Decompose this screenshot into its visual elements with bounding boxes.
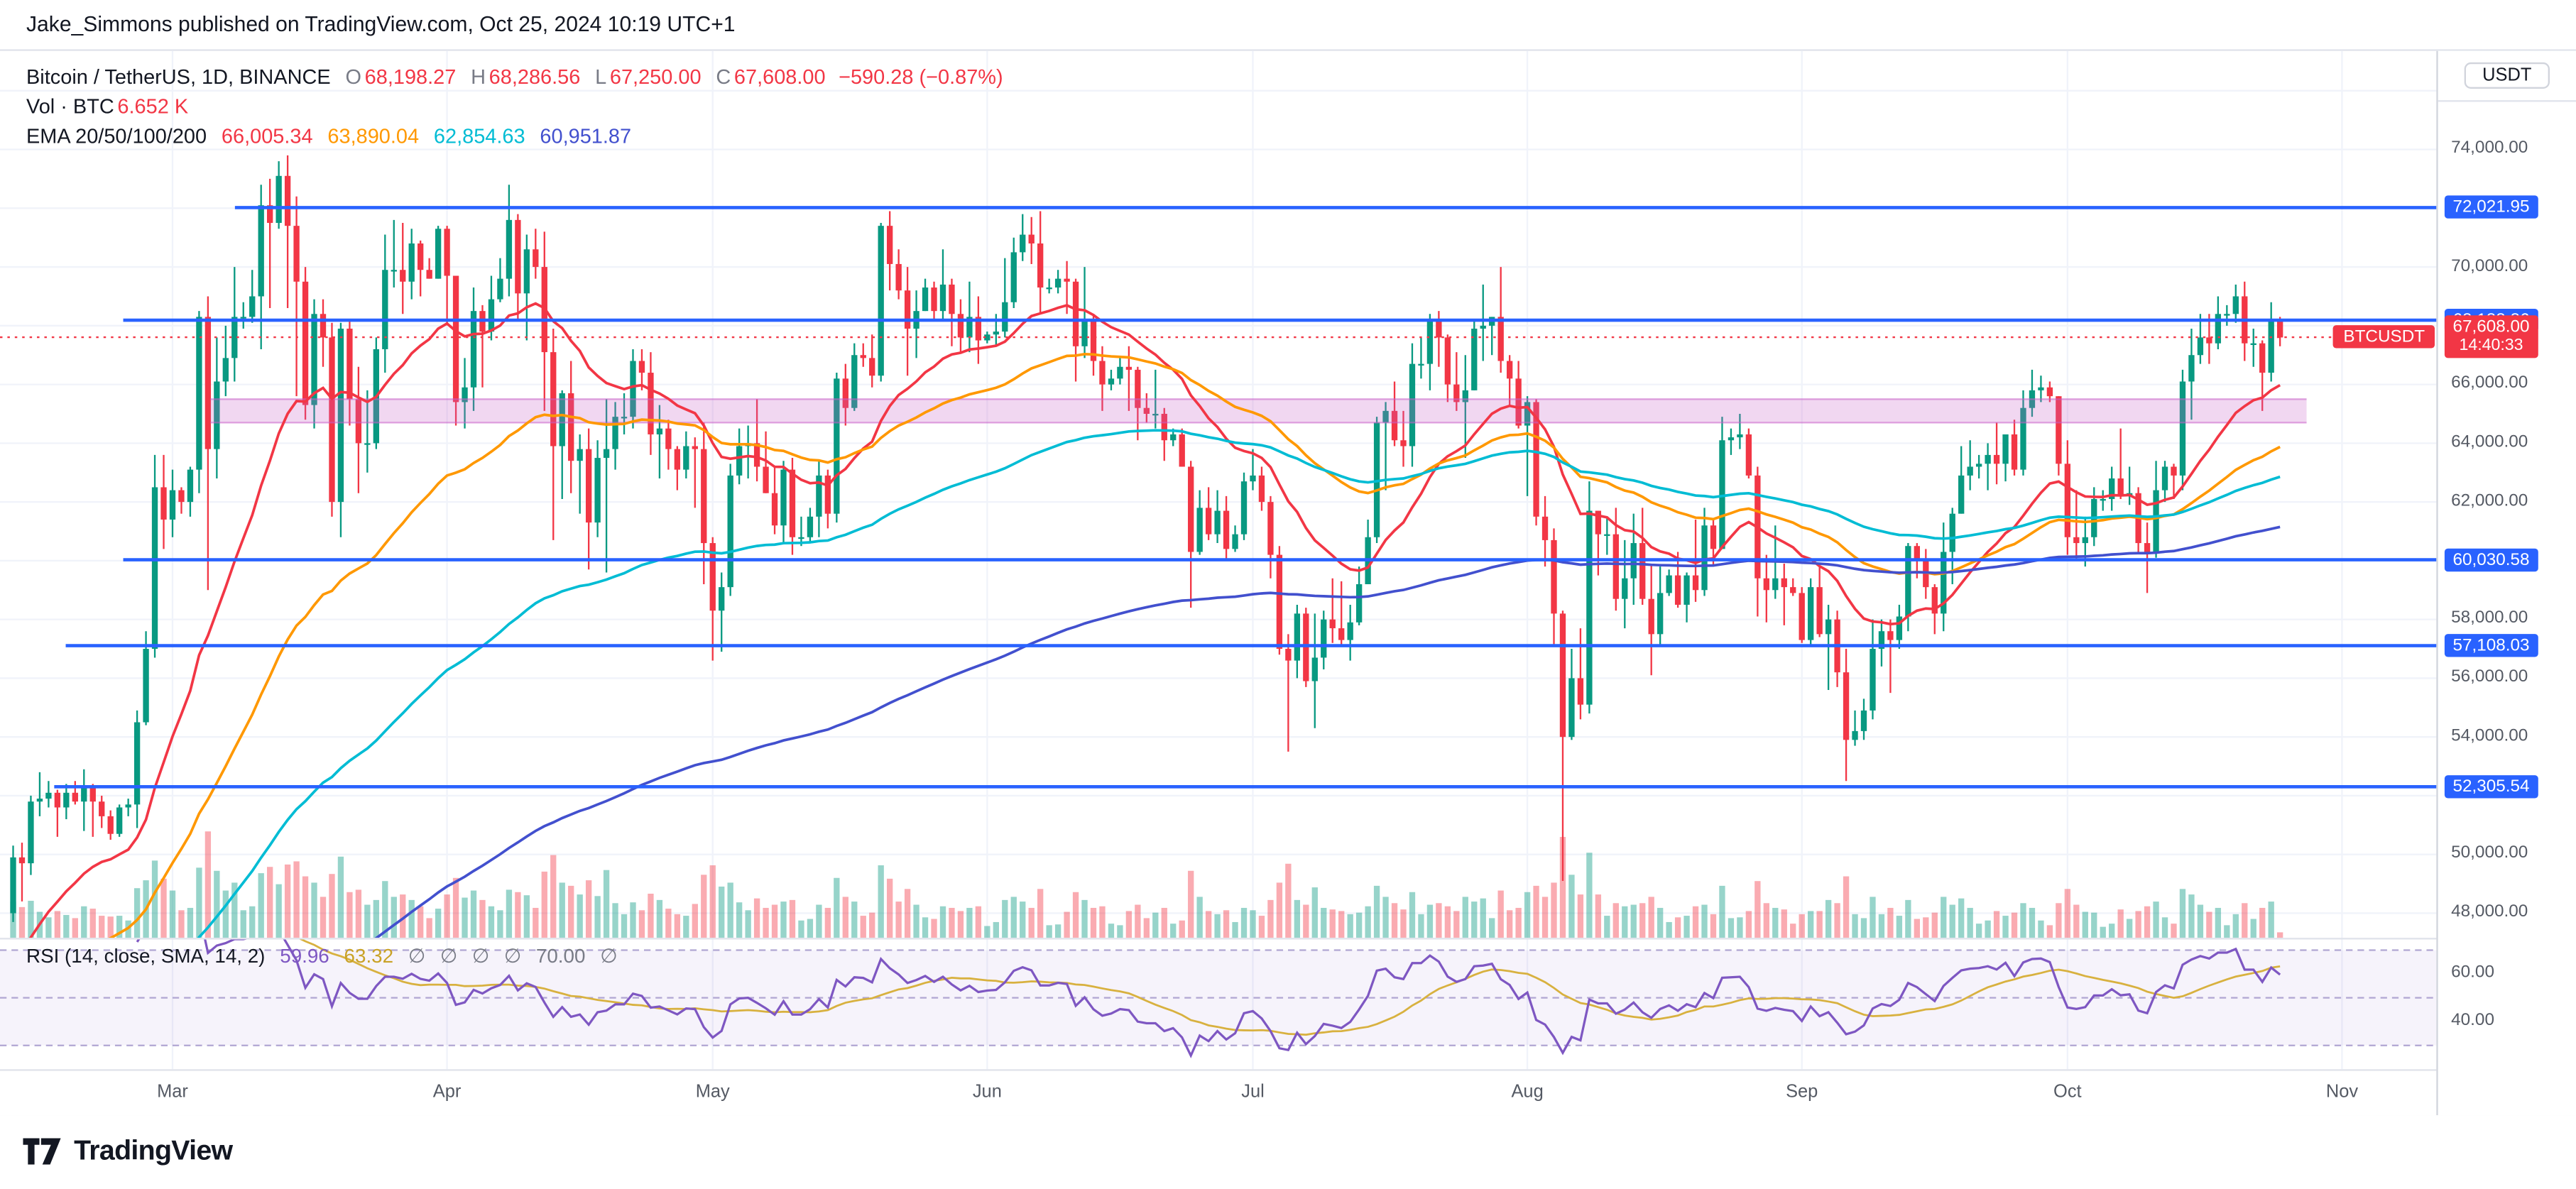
time-axis[interactable]: Mar Apr May Jun Jul Aug Sep Oct Nov xyxy=(157,1082,2358,1102)
price-axis-label: 50,000.00 xyxy=(2451,843,2528,863)
rsi-legend-value: ∅ xyxy=(503,944,522,968)
price-axis-header: USDT xyxy=(2438,51,2576,102)
ema-lines xyxy=(28,302,2281,938)
month-label: Sep xyxy=(1786,1082,1818,1102)
footer: TradingView xyxy=(0,1115,2576,1189)
price-level-badge: 52,305.54 xyxy=(2444,775,2538,799)
chart-frame: Mar Apr May Jun Jul Aug Sep Oct Nov Bitcoin / Te… xyxy=(0,49,2576,1117)
month-label: Apr xyxy=(433,1082,462,1102)
tradingview-logo[interactable]: TradingView xyxy=(23,1134,233,1168)
rsi-label[interactable]: RSI (14, close, SMA, 14, 2) xyxy=(26,944,266,968)
ema100-line xyxy=(197,429,2281,938)
ema20-value: 66,005.34 xyxy=(221,124,313,148)
current-price-symbol-tag: BTCUSDT xyxy=(2333,325,2435,349)
rsi-legend-value: 70.00 xyxy=(535,944,586,968)
open-label: O xyxy=(345,65,362,89)
price-level-badge: 60,030.58 xyxy=(2444,548,2538,571)
tradingview-logo-text: TradingView xyxy=(74,1134,233,1166)
symbol-title[interactable]: Bitcoin / TetherUS, 1D, BINANCE xyxy=(26,65,331,89)
ema-legend-row: EMA 20/50/100/200 66,005.34 63,890.04 62,85… xyxy=(26,121,1003,151)
price-axis-label: 62,000.00 xyxy=(2451,490,2528,510)
ema200-value: 60,951.87 xyxy=(540,124,632,148)
month-label: Mar xyxy=(157,1082,188,1102)
rsi-legend-value: 63.32 xyxy=(344,944,394,968)
ema50-value: 63,890.04 xyxy=(327,124,420,148)
rsi-plot xyxy=(0,939,2438,1058)
ema20-line xyxy=(28,302,2281,938)
rsi-legend-value: ∅ xyxy=(600,944,618,968)
rsi-legend-value: 59.96 xyxy=(280,944,329,968)
month-label: May xyxy=(696,1082,730,1102)
ema200-line xyxy=(374,525,2281,938)
price-axis-label: 58,000.00 xyxy=(2451,608,2528,628)
price-axis[interactable]: USDT 67,608.00 14:40:33 74,000.00 70,000.… xyxy=(2436,50,2576,1116)
ema100-value: 62,854.63 xyxy=(433,124,525,148)
rsi-ma-line xyxy=(299,939,2281,1036)
high-label: H xyxy=(471,65,486,89)
rsi-legend: RSI (14, close, SMA, 14, 2) 59.96 63.32 ∅ ∅ ∅… xyxy=(26,944,617,967)
month-label: Oct xyxy=(2053,1082,2082,1102)
rsi-line xyxy=(136,939,2281,1058)
rsi-axis-label: 60.00 xyxy=(2451,962,2494,982)
currency-toggle-usdt[interactable]: USDT xyxy=(2464,62,2550,89)
price-chart[interactable]: Mar Apr May Jun Jul Aug Sep Oct Nov xyxy=(0,50,2438,1115)
supply-zone-band xyxy=(210,398,2307,424)
low-label: L xyxy=(595,65,607,89)
price-axis-label: 70,000.00 xyxy=(2451,255,2528,275)
high-value: 68,286.56 xyxy=(489,65,581,89)
close-value: 67,608.00 xyxy=(733,65,826,89)
symbol-legend-row: Bitcoin / TetherUS, 1D, BINANCE O 68,198.2… xyxy=(26,62,1003,92)
low-value: 67,250.00 xyxy=(609,65,702,89)
volume-label[interactable]: Vol · BTC xyxy=(26,95,114,119)
candles-layer xyxy=(10,155,2283,922)
rsi-legend-value: ∅ xyxy=(471,944,490,968)
tradingview-mark-icon xyxy=(23,1138,61,1165)
close-label: C xyxy=(716,65,731,89)
price-level-badge: 57,108.03 xyxy=(2444,634,2538,657)
volume-legend-row: Vol · BTC 6.652 K xyxy=(26,92,1003,122)
volume-layer xyxy=(10,831,2283,938)
month-label: Jun xyxy=(973,1082,1002,1102)
current-price-badge: 67,608.00 14:40:33 xyxy=(2444,315,2538,359)
price-level-badge: 72,021.95 xyxy=(2444,196,2538,219)
month-label: Nov xyxy=(2326,1082,2359,1102)
rsi-axis-label: 40.00 xyxy=(2451,1009,2494,1030)
price-axis-label: 54,000.00 xyxy=(2451,725,2528,745)
open-value: 68,198.27 xyxy=(364,65,457,89)
month-label: Aug xyxy=(1511,1082,1543,1102)
month-label: Jul xyxy=(1241,1082,1265,1102)
rsi-legend-value: ∅ xyxy=(408,944,426,968)
rsi-legend-value: ∅ xyxy=(440,944,458,968)
ema-label[interactable]: EMA 20/50/100/200 xyxy=(26,124,207,148)
bar-countdown: 14:40:33 xyxy=(2459,337,2523,356)
chart-legend: Bitcoin / TetherUS, 1D, BINANCE O 68,198.2… xyxy=(26,62,1003,151)
price-axis-label: 74,000.00 xyxy=(2451,138,2528,158)
attribution-text: Jake_Simmons published on TradingView.co… xyxy=(26,11,736,36)
change-value: −590.28 (−0.87%) xyxy=(839,65,1003,89)
price-axis-label: 48,000.00 xyxy=(2451,902,2528,921)
price-axis-label: 64,000.00 xyxy=(2451,432,2528,451)
ema50-line xyxy=(108,352,2281,938)
current-price-value: 67,608.00 xyxy=(2452,317,2530,338)
price-axis-label: 66,000.00 xyxy=(2451,373,2528,393)
level-lines xyxy=(54,206,2438,789)
price-axis-label: 56,000.00 xyxy=(2451,667,2528,686)
rsi-values: 59.96 63.32 ∅ ∅ ∅ ∅ 70.00 ∅ xyxy=(265,944,617,967)
volume-value: 6.652 K xyxy=(117,95,189,119)
